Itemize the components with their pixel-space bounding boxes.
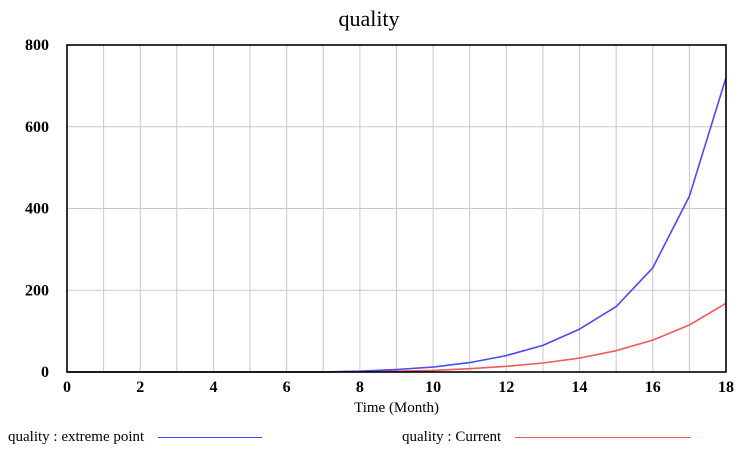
legend-swatch-current	[515, 437, 692, 438]
legend-label: quality : extreme point	[8, 429, 145, 445]
x-tick-label: 0	[63, 379, 71, 396]
x-tick-label: 18	[718, 379, 734, 396]
legend-item-current: quality : Current	[402, 429, 692, 446]
legend-item-extreme-point: quality : extreme point	[8, 429, 263, 446]
x-tick-label: 6	[283, 379, 291, 396]
plot-frame	[66, 44, 727, 373]
x-tick-label: 10	[425, 379, 441, 396]
tick-layer: 0 2 4 6 8 10 12 14 16 18 0 200 400 600 800	[25, 37, 734, 396]
legend-label: quality : Current	[402, 429, 502, 445]
chart-title: quality	[338, 6, 400, 31]
y-tick-label: 600	[25, 119, 49, 136]
x-tick-label: 16	[645, 379, 661, 396]
x-tick-label: 8	[356, 379, 364, 396]
x-tick-label: 12	[498, 379, 514, 396]
x-tick-label: 2	[136, 379, 144, 396]
grid-layer	[67, 45, 726, 372]
x-tick-label: 4	[209, 379, 217, 396]
legend-swatch-extreme-point	[158, 437, 263, 438]
y-tick-label: 0	[41, 364, 49, 381]
x-axis-label: Time (Month)	[354, 400, 439, 416]
y-tick-label: 200	[25, 282, 49, 299]
y-tick-label: 800	[25, 37, 49, 54]
y-tick-label: 400	[25, 201, 49, 218]
x-tick-label: 14	[572, 379, 588, 396]
